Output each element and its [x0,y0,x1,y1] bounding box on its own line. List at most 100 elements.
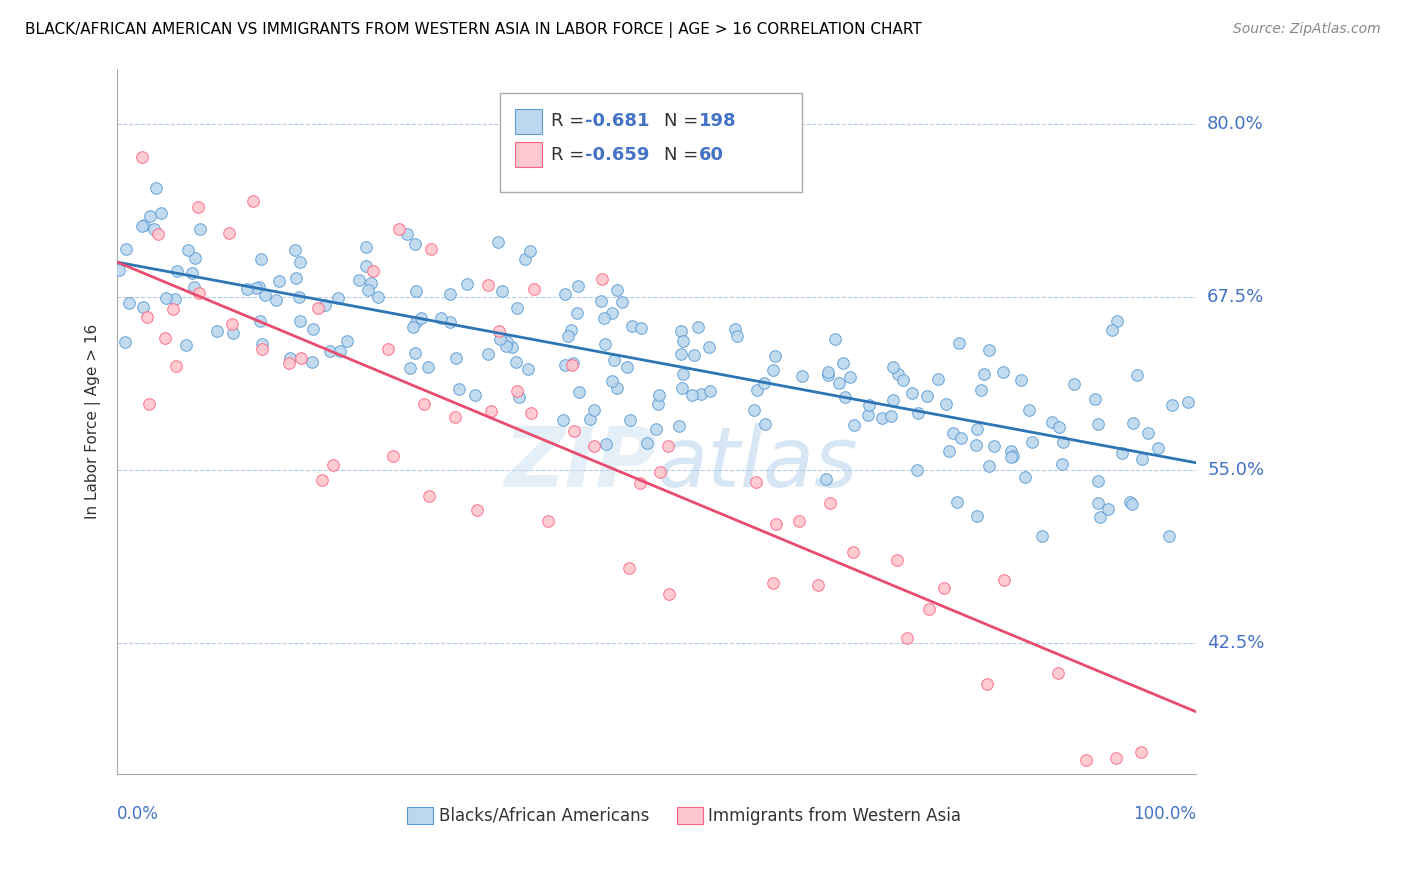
Point [1021,435,1043,450]
Point [1087,474,1109,488]
Point [1063,376,1085,391]
Point [724,322,747,336]
Point [754,417,776,432]
Point [1136,425,1159,440]
Point [842,545,865,559]
Point [517,362,540,376]
Point [762,576,785,591]
Point [519,244,541,259]
Point [690,386,713,401]
Point [354,240,377,254]
Point [418,489,440,503]
Point [918,601,941,615]
Point [165,359,187,374]
Point [456,277,478,292]
Text: Source: ZipAtlas.com: Source: ZipAtlas.com [1233,22,1381,37]
Point [115,242,138,256]
Point [567,279,589,293]
Point [439,286,461,301]
Point [891,373,914,387]
Point [277,356,299,370]
Text: -0.659: -0.659 [585,145,650,163]
Point [934,581,956,595]
Point [582,439,605,453]
Point [439,315,461,329]
Point [515,252,537,267]
Point [177,243,200,257]
Point [253,288,276,302]
Point [221,326,243,341]
Point [252,343,274,357]
Point [1050,457,1073,471]
Point [1047,420,1070,434]
Point [647,388,669,402]
Point [495,339,517,353]
Text: 60: 60 [699,145,724,163]
Point [328,291,350,305]
Point [108,263,131,277]
Y-axis label: In Labor Force | Age > 16: In Labor Force | Age > 16 [86,324,101,519]
Point [983,439,1005,453]
Text: 0.0%: 0.0% [117,805,159,822]
Point [858,408,880,422]
Point [187,285,209,300]
Point [645,422,668,436]
Point [882,392,904,407]
Point [163,292,186,306]
Point [336,334,359,348]
Point [834,390,856,404]
Point [561,359,583,373]
Point [162,301,184,316]
Point [1105,314,1128,328]
Point [630,320,652,334]
Point [763,349,786,363]
Point [1177,394,1199,409]
Point [464,388,486,402]
Point [592,271,614,285]
Point [288,314,311,328]
Point [560,323,582,337]
Point [966,422,988,436]
Point [1010,373,1032,387]
Point [184,252,207,266]
Point [357,283,380,297]
Point [1087,417,1109,431]
Point [672,334,695,348]
FancyBboxPatch shape [501,93,803,192]
Point [948,335,970,350]
Point [314,298,336,312]
Point [506,301,529,316]
Text: 67.5%: 67.5% [1208,288,1264,306]
Point [465,503,488,517]
Point [136,310,159,325]
Point [938,443,960,458]
Point [672,367,695,381]
Point [935,397,957,411]
Point [977,343,1000,357]
Point [1161,398,1184,412]
Point [264,293,287,307]
Text: 42.5%: 42.5% [1208,633,1264,651]
Point [311,473,333,487]
Point [388,222,411,236]
Text: 100.0%: 100.0% [1133,805,1197,822]
Point [405,315,427,329]
Point [477,277,499,292]
Point [1074,753,1097,767]
Point [762,363,785,377]
Point [319,343,342,358]
Point [183,280,205,294]
Point [592,311,614,326]
Point [754,376,776,391]
Point [302,322,325,336]
Point [412,397,434,411]
Point [882,360,904,375]
Point [1018,403,1040,417]
Point [519,406,541,420]
Point [657,439,679,453]
Point [363,264,385,278]
Point [993,573,1015,587]
Point [681,388,703,402]
Text: BLACK/AFRICAN AMERICAN VS IMMIGRANTS FROM WESTERN ASIA IN LABOR FORCE | AGE > 16: BLACK/AFRICAN AMERICAN VS IMMIGRANTS FRO… [25,22,922,38]
Point [322,458,344,472]
